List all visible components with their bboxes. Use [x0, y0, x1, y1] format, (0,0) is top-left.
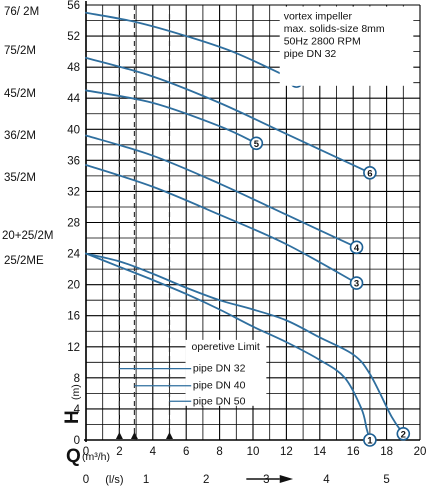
- x-unit-ls: (l/s): [105, 474, 123, 486]
- pump-curve-3: [85, 164, 358, 284]
- curve-marker-2: 2: [396, 426, 411, 441]
- pump-curve-2: [85, 252, 405, 435]
- arrow-head-icon: [279, 475, 294, 483]
- limit-triangle-icon: [115, 432, 123, 439]
- pump-curve-5: [85, 89, 258, 145]
- y-tick-label: 40: [67, 124, 80, 136]
- model-label: 35/2M: [4, 172, 36, 184]
- curve-marker-circle: [349, 276, 364, 290]
- pump-curve-6: [85, 56, 371, 174]
- x-tick-label-m3h: 20: [414, 446, 427, 458]
- x-tick-label-m3h: 4: [150, 446, 157, 458]
- curve-marker-circle: [363, 433, 377, 447]
- curve-marker-circle: [349, 240, 364, 255]
- operating-limit-box: [185, 339, 267, 406]
- y-axis-title: H: [62, 410, 83, 424]
- limit-triangle-icon: [130, 432, 138, 439]
- y-tick-label: 20: [67, 280, 80, 292]
- curve-marker-1: 1: [363, 433, 377, 447]
- y-axis-unit: (m): [70, 384, 82, 400]
- y-tick-label: 32: [67, 186, 80, 198]
- operating-limit-label: pipe DN 32: [193, 363, 246, 375]
- curve-marker-number: 2: [401, 429, 406, 440]
- info-box-line: vortex impeller: [284, 11, 353, 23]
- y-tick-label: 12: [67, 342, 80, 354]
- y-tick-label: 48: [67, 62, 80, 74]
- x-tick-label-ls: 2: [203, 474, 209, 486]
- limit-triangle-icon: [166, 432, 173, 439]
- x-tick-label-m3h: 10: [247, 446, 260, 458]
- x-axis-unit: (m³/h): [82, 451, 110, 463]
- info-box-line: pipe DN 32: [284, 48, 337, 60]
- curve-marker-5: 5: [249, 136, 264, 151]
- curve-marker-circle: [363, 165, 377, 180]
- operating-limit-title: operetive Limit: [192, 341, 260, 353]
- model-label: 36/2M: [4, 130, 36, 142]
- curve-marker-3: 3: [349, 276, 364, 290]
- y-tick-label: 28: [67, 218, 80, 230]
- info-box-line: 50Hz 2800 RPM: [284, 36, 361, 48]
- model-label: 76/ 2M: [4, 6, 40, 18]
- x-axis-title: Q: [66, 446, 81, 467]
- curve-marker-4: 4: [349, 240, 364, 255]
- x-tick-label-ls: 3: [263, 474, 269, 486]
- curve-marker-number: 3: [354, 279, 359, 290]
- x-tick-label-m3h: 12: [280, 446, 293, 458]
- x-tick-label-m3h: 14: [313, 446, 326, 458]
- y-tick-label: 0: [74, 435, 80, 447]
- curve-marker-number: 1: [367, 436, 373, 447]
- model-label: 25/2ME: [4, 255, 44, 267]
- curve-marker-number: 5: [254, 139, 260, 150]
- x-tick-label-ls: 1: [143, 474, 149, 486]
- y-tick-label: 52: [67, 31, 80, 43]
- y-tick-label: 36: [67, 155, 80, 167]
- pump-curve-7: [85, 11, 298, 83]
- info-box-line: max. solids-size 8mm: [284, 23, 385, 35]
- y-tick-label: 56: [67, 0, 80, 12]
- curve-marker-number: 4: [354, 243, 360, 254]
- model-label: 45/2M: [4, 88, 36, 100]
- info-box-background: [279, 6, 414, 86]
- y-tick-label: 4: [74, 404, 81, 416]
- pump-curve-4: [85, 134, 358, 249]
- curve-marker-circle: [396, 426, 411, 441]
- operating-limit-label: pipe DN 40: [193, 380, 246, 392]
- x-tick-label-m3h: 18: [380, 446, 393, 458]
- pump-curves: 1234567: [85, 11, 411, 447]
- x-tick-label-m3h: 2: [116, 446, 122, 458]
- y-tick-label: 24: [67, 249, 80, 261]
- curve-marker-circle: [249, 136, 264, 151]
- x-tick-label-m3h: 6: [183, 446, 189, 458]
- x-tick-label-ls: 4: [323, 474, 330, 486]
- x-tick-label-m3h: 8: [216, 446, 222, 458]
- pump-curve-1: [85, 252, 371, 441]
- y-tick-label: 16: [67, 311, 80, 323]
- curve-marker-6: 6: [363, 165, 377, 180]
- x-tick-label-ls: 5: [383, 474, 389, 486]
- operating-limit-lines: operetive Limit pipe DN 32 pipe DN 40 pipe …: [115, 5, 267, 440]
- axis-labels: (l/s) H (m) Q (m³/h): [62, 384, 294, 486]
- x-tick-label-m3h: 0: [83, 446, 89, 458]
- operating-limit-label: pipe DN 50: [193, 395, 246, 407]
- model-label: 20+25/2M: [2, 230, 54, 242]
- x-tick-label-ls: 0: [83, 474, 89, 486]
- y-tick-label: 8: [74, 373, 80, 385]
- curve-marker-number: 6: [367, 168, 372, 179]
- model-label: 75/2M: [4, 45, 36, 57]
- y-tick-label: 44: [67, 93, 80, 105]
- x-tick-label-m3h: 16: [347, 446, 360, 458]
